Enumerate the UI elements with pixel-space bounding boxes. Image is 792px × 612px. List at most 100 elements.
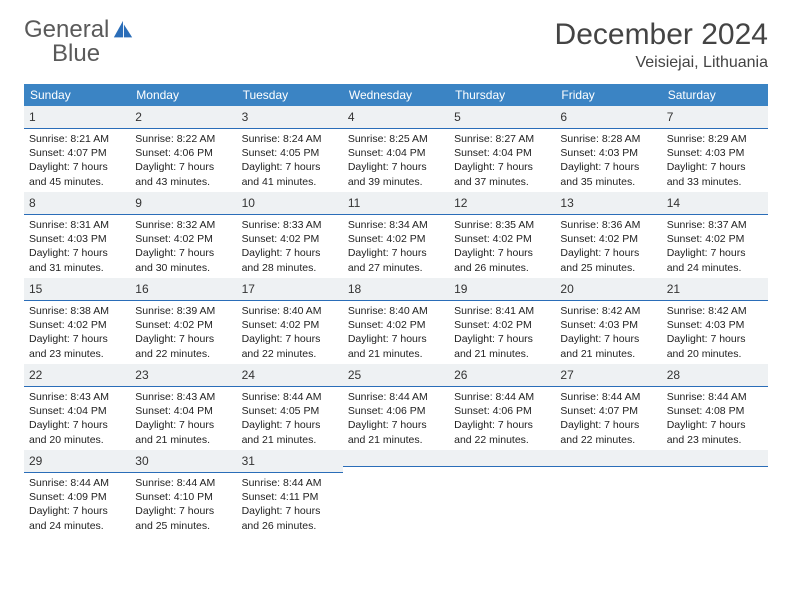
calendar-day-cell: 24 Sunrise: 8:44 AMSunset: 4:05 PMDayligh… xyxy=(237,364,343,450)
sail-icon xyxy=(112,19,134,41)
weekday-header: Wednesday xyxy=(343,84,449,106)
day-number: 27 xyxy=(560,368,573,382)
day-number: 22 xyxy=(29,368,42,382)
calendar-day-cell: 12 Sunrise: 8:35 AMSunset: 4:02 PMDayligh… xyxy=(449,192,555,278)
day-info: Sunrise: 8:44 AMSunset: 4:05 PMDaylight:… xyxy=(237,387,343,449)
calendar-day-cell: 15 Sunrise: 8:38 AMSunset: 4:02 PMDayligh… xyxy=(24,278,130,364)
day-number: 9 xyxy=(135,196,142,210)
calendar-day-cell: 5 Sunrise: 8:27 AMSunset: 4:04 PMDaylight… xyxy=(449,106,555,192)
calendar-day-cell: 22 Sunrise: 8:43 AMSunset: 4:04 PMDayligh… xyxy=(24,364,130,450)
calendar-day-cell: 7 Sunrise: 8:29 AMSunset: 4:03 PMDaylight… xyxy=(662,106,768,192)
day-info: Sunrise: 8:27 AMSunset: 4:04 PMDaylight:… xyxy=(449,129,555,191)
day-number: 11 xyxy=(348,196,360,210)
day-number: 29 xyxy=(29,454,42,468)
day-number: 18 xyxy=(348,282,361,296)
day-info: Sunrise: 8:44 AMSunset: 4:09 PMDaylight:… xyxy=(24,473,130,535)
calendar-day-cell: 31 Sunrise: 8:44 AMSunset: 4:11 PMDayligh… xyxy=(237,450,343,536)
day-number: 6 xyxy=(560,110,567,124)
calendar-day-cell: 20Sunrise: 8:42 AMSunset: 4:03 PMDayligh… xyxy=(555,278,661,364)
calendar-day-cell: 4 Sunrise: 8:25 AMSunset: 4:04 PMDaylight… xyxy=(343,106,449,192)
calendar-week-row: 29 Sunrise: 8:44 AMSunset: 4:09 PMDayligh… xyxy=(24,450,768,536)
calendar-day-cell: 23 Sunrise: 8:43 AMSunset: 4:04 PMDayligh… xyxy=(130,364,236,450)
calendar-day-cell: 9Sunrise: 8:32 AMSunset: 4:02 PMDaylight… xyxy=(130,192,236,278)
calendar-day-cell: 18 Sunrise: 8:40 AMSunset: 4:02 PMDayligh… xyxy=(343,278,449,364)
day-number: 2 xyxy=(135,110,142,124)
day-info: Sunrise: 8:29 AMSunset: 4:03 PMDaylight:… xyxy=(662,129,768,191)
calendar-day-cell: 30Sunrise: 8:44 AMSunset: 4:10 PMDayligh… xyxy=(130,450,236,536)
day-info: Sunrise: 8:42 AMSunset: 4:03 PMDaylight:… xyxy=(555,301,661,363)
day-number: 4 xyxy=(348,110,355,124)
weekday-header: Saturday xyxy=(662,84,768,106)
day-info: Sunrise: 8:34 AMSunset: 4:02 PMDaylight:… xyxy=(343,215,449,277)
calendar-day-cell: 27 Sunrise: 8:44 AMSunset: 4:07 PMDayligh… xyxy=(555,364,661,450)
day-number: 31 xyxy=(242,454,255,468)
calendar-day-cell: 13 Sunrise: 8:36 AMSunset: 4:02 PMDayligh… xyxy=(555,192,661,278)
day-number: 5 xyxy=(454,110,461,124)
page-title: December 2024 xyxy=(555,18,768,52)
logo-word1: General xyxy=(24,16,109,43)
calendar-day-cell: 17 Sunrise: 8:40 AMSunset: 4:02 PMDayligh… xyxy=(237,278,343,364)
day-info: Sunrise: 8:44 AMSunset: 4:08 PMDaylight:… xyxy=(662,387,768,449)
day-number: 15 xyxy=(29,282,42,296)
calendar-day-cell: 11 Sunrise: 8:34 AMSunset: 4:02 PMDayligh… xyxy=(343,192,449,278)
calendar-day-cell: 2 Sunrise: 8:22 AMSunset: 4:06 PMDaylight… xyxy=(130,106,236,192)
day-info: Sunrise: 8:35 AMSunset: 4:02 PMDaylight:… xyxy=(449,215,555,277)
day-number: 23 xyxy=(135,368,148,382)
calendar-day-cell: 3Sunrise: 8:24 AMSunset: 4:05 PMDaylight… xyxy=(237,106,343,192)
header: General Blue December 2024 Veisiejai, Li… xyxy=(24,18,768,72)
day-number: 19 xyxy=(454,282,467,296)
calendar-day-cell: 28 Sunrise: 8:44 AMSunset: 4:08 PMDayligh… xyxy=(662,364,768,450)
day-info: Sunrise: 8:33 AMSunset: 4:02 PMDaylight:… xyxy=(237,215,343,277)
calendar-day-cell: 10 Sunrise: 8:33 AMSunset: 4:02 PMDayligh… xyxy=(237,192,343,278)
calendar-empty-cell xyxy=(449,450,555,536)
weekday-header-row: SundayMondayTuesdayWednesdayThursdayFrid… xyxy=(24,84,768,106)
day-info: Sunrise: 8:31 AMSunset: 4:03 PMDaylight:… xyxy=(24,215,130,277)
day-number: 24 xyxy=(242,368,255,382)
weekday-header: Monday xyxy=(130,84,236,106)
day-number: 21 xyxy=(667,282,680,296)
day-number: 12 xyxy=(454,196,467,210)
logo-word2: Blue xyxy=(52,40,100,67)
calendar-table: SundayMondayTuesdayWednesdayThursdayFrid… xyxy=(24,84,768,536)
day-number: 3 xyxy=(242,110,249,124)
day-number: 7 xyxy=(667,110,674,124)
day-info: Sunrise: 8:39 AMSunset: 4:02 PMDaylight:… xyxy=(130,301,236,363)
calendar-empty-cell xyxy=(555,450,661,536)
day-info: Sunrise: 8:44 AMSunset: 4:11 PMDaylight:… xyxy=(237,473,343,535)
weekday-header: Tuesday xyxy=(237,84,343,106)
day-info: Sunrise: 8:40 AMSunset: 4:02 PMDaylight:… xyxy=(237,301,343,363)
calendar-week-row: 1Sunrise: 8:21 AMSunset: 4:07 PMDaylight… xyxy=(24,106,768,192)
calendar-week-row: 22 Sunrise: 8:43 AMSunset: 4:04 PMDayligh… xyxy=(24,364,768,450)
day-number: 28 xyxy=(667,368,680,382)
day-number: 17 xyxy=(242,282,255,296)
location: Veisiejai, Lithuania xyxy=(555,54,768,72)
calendar-day-cell: 6 Sunrise: 8:28 AMSunset: 4:03 PMDaylight… xyxy=(555,106,661,192)
calendar-week-row: 8 Sunrise: 8:31 AMSunset: 4:03 PMDaylight… xyxy=(24,192,768,278)
day-info: Sunrise: 8:40 AMSunset: 4:02 PMDaylight:… xyxy=(343,301,449,363)
day-info: Sunrise: 8:43 AMSunset: 4:04 PMDaylight:… xyxy=(24,387,130,449)
calendar-day-cell: 29 Sunrise: 8:44 AMSunset: 4:09 PMDayligh… xyxy=(24,450,130,536)
day-number: 13 xyxy=(560,196,573,210)
day-number: 10 xyxy=(242,196,255,210)
calendar-day-cell: 16 Sunrise: 8:39 AMSunset: 4:02 PMDayligh… xyxy=(130,278,236,364)
day-info: Sunrise: 8:44 AMSunset: 4:06 PMDaylight:… xyxy=(343,387,449,449)
logo: General Blue xyxy=(24,18,134,66)
day-info: Sunrise: 8:28 AMSunset: 4:03 PMDaylight:… xyxy=(555,129,661,191)
day-info: Sunrise: 8:43 AMSunset: 4:04 PMDaylight:… xyxy=(130,387,236,449)
day-info: Sunrise: 8:38 AMSunset: 4:02 PMDaylight:… xyxy=(24,301,130,363)
calendar-empty-cell xyxy=(662,450,768,536)
calendar-day-cell: 26Sunrise: 8:44 AMSunset: 4:06 PMDayligh… xyxy=(449,364,555,450)
day-info: Sunrise: 8:36 AMSunset: 4:02 PMDaylight:… xyxy=(555,215,661,277)
calendar-day-cell: 14Sunrise: 8:37 AMSunset: 4:02 PMDayligh… xyxy=(662,192,768,278)
weekday-header: Friday xyxy=(555,84,661,106)
calendar-day-cell: 19Sunrise: 8:41 AMSunset: 4:02 PMDayligh… xyxy=(449,278,555,364)
day-info: Sunrise: 8:22 AMSunset: 4:06 PMDaylight:… xyxy=(130,129,236,191)
day-info: Sunrise: 8:21 AMSunset: 4:07 PMDaylight:… xyxy=(24,129,130,191)
day-number: 8 xyxy=(29,196,36,210)
calendar-day-cell: 21Sunrise: 8:42 AMSunset: 4:03 PMDayligh… xyxy=(662,278,768,364)
calendar-day-cell: 25Sunrise: 8:44 AMSunset: 4:06 PMDayligh… xyxy=(343,364,449,450)
day-info: Sunrise: 8:25 AMSunset: 4:04 PMDaylight:… xyxy=(343,129,449,191)
day-info: Sunrise: 8:44 AMSunset: 4:06 PMDaylight:… xyxy=(449,387,555,449)
day-info: Sunrise: 8:44 AMSunset: 4:07 PMDaylight:… xyxy=(555,387,661,449)
day-number: 16 xyxy=(135,282,148,296)
